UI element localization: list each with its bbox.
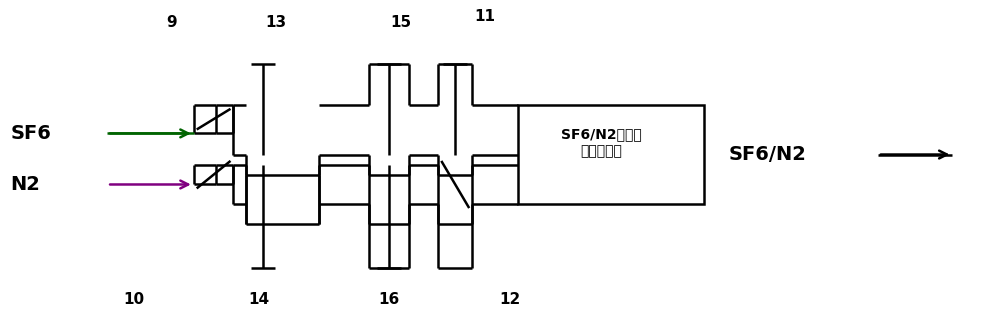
Text: SF6: SF6 <box>11 124 52 143</box>
Text: 10: 10 <box>123 292 145 307</box>
Text: 9: 9 <box>167 15 177 30</box>
Bar <box>518 105 704 204</box>
Text: SF6/N2: SF6/N2 <box>729 145 807 164</box>
Text: 15: 15 <box>390 15 411 30</box>
Text: 14: 14 <box>249 292 270 307</box>
Text: 16: 16 <box>378 292 399 307</box>
Text: N2: N2 <box>11 175 41 194</box>
Text: 11: 11 <box>475 9 496 24</box>
Text: SF6/N2气体快
速混合装置: SF6/N2气体快 速混合装置 <box>561 128 642 158</box>
Text: 12: 12 <box>499 292 521 307</box>
Text: 13: 13 <box>266 15 287 30</box>
